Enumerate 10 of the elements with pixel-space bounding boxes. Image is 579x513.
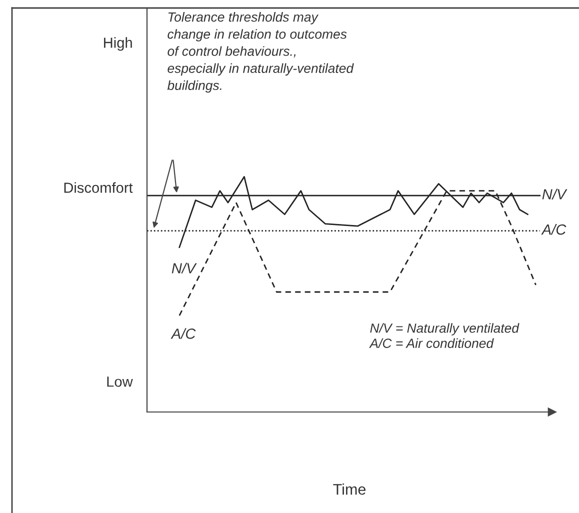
text: High <box>104 37 132 51</box>
ref-line-label: N/V <box>542 188 568 200</box>
text: Discomfort <box>64 182 133 193</box>
x-axis-title: Time <box>333 484 366 495</box>
ref-line-label: A/C <box>541 224 566 235</box>
annotation: N/V = Naturally ventilated A/C = Air conditioned <box>369 323 520 348</box>
text: Tolerance thresholds may change in relation to outcomes of control behaviours., especially in naturally-ventilated buildings. <box>167 12 354 93</box>
series-label: A/C <box>170 328 196 339</box>
series-label: N/V <box>172 262 197 274</box>
text: Low <box>107 376 133 387</box>
